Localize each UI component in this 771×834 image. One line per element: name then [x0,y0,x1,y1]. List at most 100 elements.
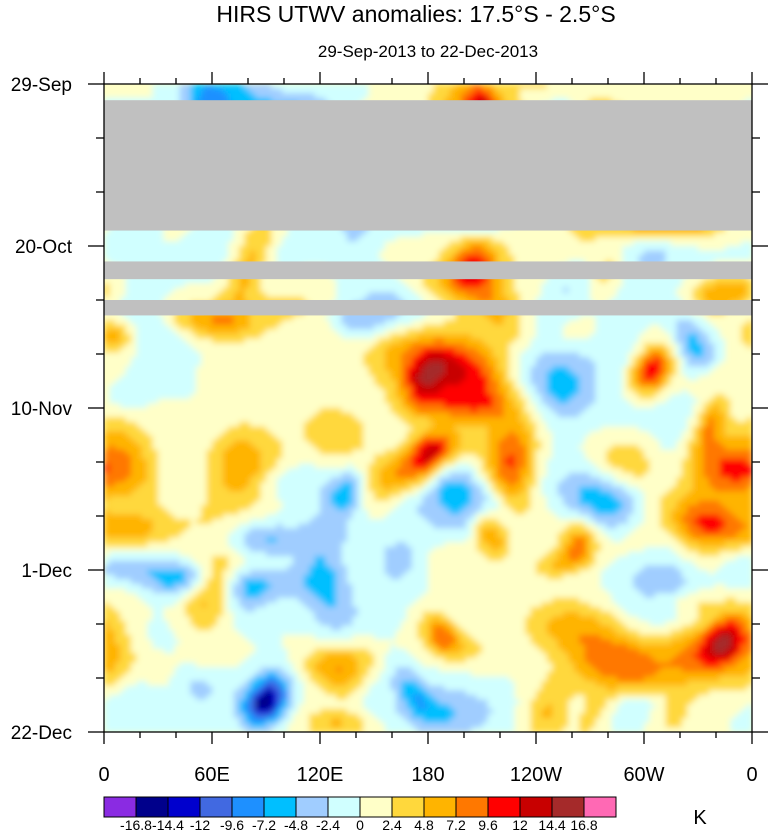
heat-cell [714,255,721,261]
heat-cell [660,255,667,261]
chart-title: HIRS UTWV anomalies: 17.5°S - 2.5°S [216,1,615,27]
heat-cell [325,255,332,261]
heat-cell [271,246,278,252]
heat-cell [455,84,461,90]
heat-cell [298,93,305,99]
heat-cell [244,84,251,90]
heat-cell [719,250,726,256]
heat-cell [222,88,229,94]
heat-cell [152,88,159,94]
heat-cell [633,93,640,99]
heat-cell [541,246,548,252]
heat-cell [433,255,440,261]
heat-cell [455,246,461,252]
heat-cell [692,246,699,252]
heat-cell [395,246,402,252]
heat-cell [374,246,380,252]
heat-cell [206,241,213,247]
heat-cell [390,232,397,238]
heat-cell [465,93,472,99]
heat-cell [293,236,299,242]
heat-cell [125,241,132,247]
heat-cell [503,241,510,247]
heat-cell [536,236,542,242]
heat-cell [395,93,402,99]
heat-cell [352,236,359,242]
heat-cell [406,250,413,256]
heat-cell [271,255,278,261]
heat-cell [719,236,726,242]
heat-cell [617,250,623,256]
heat-cell [287,246,294,252]
heat-cell [190,255,197,261]
heat-cell [228,241,235,247]
heat-cell [579,241,586,247]
heat-cell [687,246,694,252]
heat-cell [368,236,375,242]
heat-cell [422,232,429,238]
heat-cell [222,255,229,261]
heat-cell [741,93,748,99]
heat-cell [401,250,407,256]
heat-cell [320,88,326,94]
heat-cell [703,232,710,238]
heat-cell [590,250,596,256]
heat-cell [444,84,451,90]
heat-cell [163,93,170,99]
heat-cell [525,88,532,94]
heat-cell [627,88,634,94]
heat-cell [746,232,752,238]
heat-cell [330,241,337,247]
heat-cell [401,246,407,252]
heat-cell [314,236,321,242]
heat-cell [725,93,731,99]
heat-cell [492,88,499,94]
heat-cell [460,84,467,90]
heat-cell [125,88,132,94]
heat-cell [584,246,591,252]
heat-cell [671,250,677,256]
heat-cell [136,88,143,94]
heat-cell [309,246,316,252]
heat-cell [460,232,467,238]
heat-cell [563,250,569,256]
heat-cell [158,236,164,242]
heat-cell [363,232,370,238]
heat-cell [417,84,424,90]
heat-cell [114,241,121,247]
heat-cell [114,250,121,256]
heat-cell [228,255,235,261]
heat-cell [249,250,256,256]
heat-cell [255,88,262,94]
heat-cell [692,88,699,94]
heat-cell [444,88,451,94]
heat-cell [195,88,202,94]
heat-cell [368,241,375,247]
heat-cell [465,232,472,238]
heat-cell [611,255,618,261]
heat-cell [509,93,515,99]
heat-cell [379,88,386,94]
heat-cell [546,84,553,90]
heat-cell [476,250,483,256]
heat-cell [503,232,510,238]
heat-cell [735,232,742,238]
heat-cell [428,236,434,242]
heat-cell [519,255,526,261]
heat-cell [660,232,667,238]
heat-cell [228,93,235,99]
heat-cell [347,232,353,238]
heat-cell [476,246,483,252]
heat-cell [266,246,272,252]
heat-cell [465,241,472,247]
heat-cell [627,84,634,90]
heat-cell [649,93,656,99]
heat-cell [163,88,170,94]
heat-cell [384,232,391,238]
heat-cell [703,241,710,247]
heat-cell [627,93,634,99]
heat-cell [525,84,532,90]
heat-cell [174,250,181,256]
heat-cell [557,93,564,99]
heat-cell [590,255,596,261]
